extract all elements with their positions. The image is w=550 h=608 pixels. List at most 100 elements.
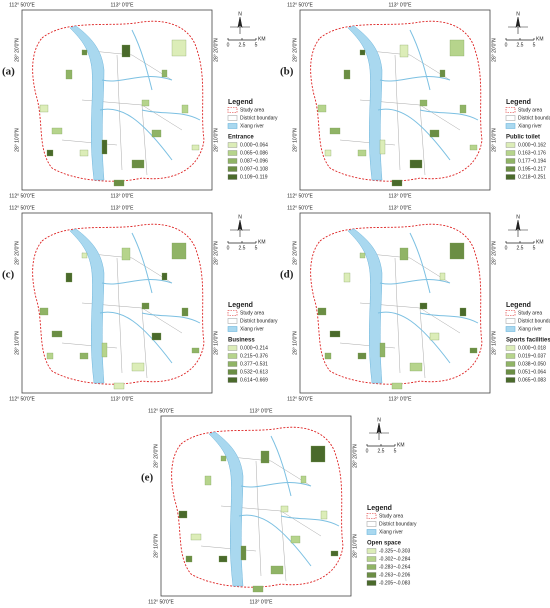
map-frame <box>160 415 352 597</box>
patch <box>181 307 189 317</box>
latitude-label: 28° 20′0″N <box>491 38 497 62</box>
class-swatch <box>227 142 238 148</box>
longitude-label: 112° 50′0″E <box>9 193 35 199</box>
class-label: 0.177~0.194 <box>518 158 546 164</box>
patch <box>46 352 54 360</box>
longitude-label: 113° 0′0″E <box>250 408 274 414</box>
latitude-label: 28° 10′0″N <box>491 331 497 355</box>
scale-bar <box>505 241 535 244</box>
compass-label: N <box>238 11 242 17</box>
study-area <box>310 223 483 385</box>
patch <box>459 307 467 317</box>
longitude-label: 113° 0′0″E <box>111 2 135 8</box>
class-swatch <box>227 377 238 383</box>
patch <box>469 347 478 354</box>
patch <box>204 475 212 486</box>
scale-bar <box>366 444 396 447</box>
tributary <box>377 232 479 364</box>
class-label: 0.000~0.064 <box>240 142 268 148</box>
class-swatch <box>505 158 516 164</box>
longitude-label: 113° 0′0″E <box>250 599 274 605</box>
patch <box>419 302 428 310</box>
class-label: 0.532~0.613 <box>240 369 268 375</box>
patch <box>317 104 327 113</box>
legend-item: District boundary <box>518 115 550 121</box>
latitude-label: 28° 20′0″N <box>491 241 497 265</box>
xiang-river <box>347 228 383 384</box>
legend-item: Xiang river <box>240 326 264 332</box>
patch <box>39 104 49 113</box>
scale-label: 5 <box>533 245 536 251</box>
longitude-label: 112° 50′0″E <box>148 408 174 414</box>
scale-unit: KM <box>397 442 405 448</box>
scale-label: 5 <box>533 42 536 48</box>
scale-unit: KM <box>536 239 544 245</box>
layer-title: Entrance <box>228 135 254 141</box>
panel-label: (c) <box>2 269 15 281</box>
longitude-label: 112° 50′0″E <box>9 205 35 211</box>
class-swatch <box>227 174 238 180</box>
class-swatch <box>227 158 238 164</box>
map-panel: (d) 112° 50′0″E 112° 50′0″E 113° 0′0″E 113° … <box>280 205 550 402</box>
patch <box>343 69 351 80</box>
compass <box>508 16 528 34</box>
latitude-label: 28° 10′0″N <box>292 128 298 152</box>
panel-label: (a) <box>2 66 15 78</box>
patch <box>379 139 386 155</box>
compass-label: N <box>516 11 520 17</box>
class-swatch <box>366 564 377 570</box>
class-label: 0.038~0.050 <box>518 361 546 367</box>
scale-unit: KM <box>258 36 266 42</box>
xiang-river <box>69 228 105 384</box>
patch <box>185 555 193 563</box>
legend-item: Xiang river <box>518 326 542 332</box>
layer-title: Sports facilities <box>506 338 550 344</box>
legend-title: Legend <box>228 99 253 106</box>
xiang-river <box>208 431 244 587</box>
longitude-label: 112° 50′0″E <box>287 396 313 402</box>
legend-item: Xiang river <box>379 529 403 535</box>
patch <box>81 252 88 259</box>
study-area <box>310 20 483 182</box>
patch <box>101 139 108 155</box>
class-swatch <box>366 548 377 554</box>
class-label: 0.195~0.217 <box>518 166 546 172</box>
class-label: 0.051~0.064 <box>518 369 546 375</box>
patch <box>191 347 200 354</box>
class-swatch <box>227 361 238 367</box>
latitude-label: 28° 10′0″N <box>14 331 20 355</box>
map-frame <box>299 9 491 191</box>
class-label: 0.019~0.037 <box>518 353 546 359</box>
latitude-label: 28° 20′0″N <box>213 38 219 62</box>
latitude-label: 28° 20′0″N <box>352 444 358 468</box>
patch <box>79 149 89 157</box>
legend-swatch <box>505 318 516 324</box>
legend-swatch <box>227 326 238 332</box>
class-label: 0.097~0.108 <box>240 166 268 172</box>
legend-swatch <box>227 107 238 113</box>
class-swatch <box>227 166 238 172</box>
class-label: 0.218~0.251 <box>518 174 546 180</box>
patch <box>391 179 403 187</box>
scale-label: 5 <box>394 448 397 454</box>
patch <box>65 272 73 283</box>
legend-title: Legend <box>367 505 392 512</box>
scale-label: 0 <box>366 448 369 454</box>
map-panel: (c) 112° 50′0″E 112° 50′0″E 113° 0′0″E 113° … <box>2 205 278 402</box>
panel-label: (b) <box>280 66 294 78</box>
scale-bar <box>227 241 257 244</box>
layer-title: Public toilet <box>506 135 540 141</box>
scale-label: 2.5 <box>517 42 524 48</box>
patch <box>359 49 366 56</box>
legend-title: Legend <box>228 302 253 309</box>
patch <box>270 565 284 575</box>
longitude-label: 112° 50′0″E <box>148 599 174 605</box>
patch <box>131 362 145 372</box>
latitude-label: 28° 20′0″N <box>292 241 298 265</box>
panel-label: (e) <box>141 472 154 484</box>
class-label: 0.065~0.086 <box>240 150 268 156</box>
patch <box>161 69 168 78</box>
class-label: 0.614~0.669 <box>240 377 268 383</box>
legend-swatch <box>227 123 238 129</box>
legend-item: Xiang river <box>518 123 542 129</box>
